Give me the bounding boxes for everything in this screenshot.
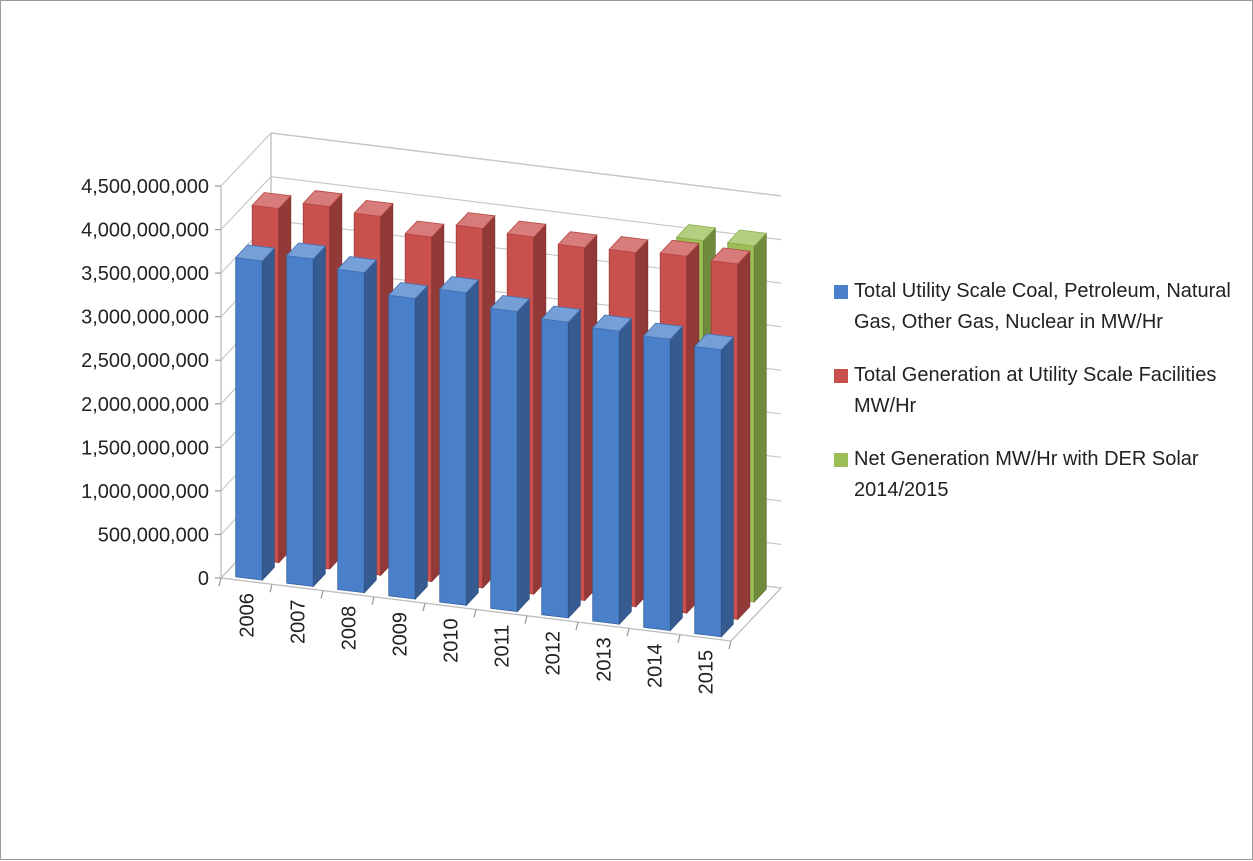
y-tick-label: 500,000,000 [98, 524, 209, 546]
legend-label-series-3: Net Generation MW/Hr with DER Solar 2014… [854, 448, 1199, 501]
legend-swatch-series-3 [834, 453, 848, 467]
bar-series-1-2010 [438, 276, 480, 607]
y-axis-tick-labels: 0 500,000,000 1,000,000,000 1,500,000,000 2,… [81, 176, 209, 590]
bar-series-1-2008 [336, 256, 378, 594]
bar-series-1-2009 [387, 282, 429, 601]
bar-series-1-2014 [642, 322, 684, 632]
x-tick-label: 2015 [695, 650, 717, 695]
y-tick-label: 3,000,000,000 [81, 307, 209, 329]
bar-series-1-2006 [234, 244, 276, 582]
y-tick-label: 4,500,000,000 [81, 176, 209, 198]
x-tick-label: 2014 [645, 644, 667, 689]
legend-swatch-series-2 [834, 369, 848, 383]
bar-series-1-2015 [693, 333, 735, 638]
y-tick-label: 1,500,000,000 [81, 437, 209, 459]
x-tick-label: 2012 [542, 631, 564, 676]
bar-series-1-2007 [285, 242, 327, 588]
bars [234, 190, 768, 638]
x-axis-tick-labels: 2006 2007 2008 2009 2010 2011 2012 2013 2014 2015 [237, 593, 718, 694]
x-tick-label: 2011 [492, 625, 514, 668]
legend-item-series-2: Total Generation at Utility Scale Facili… [834, 360, 1244, 422]
x-tick-label: 2009 [390, 612, 412, 657]
x-tick-label: 2007 [287, 600, 309, 645]
legend-item-series-3: Net Generation MW/Hr with DER Solar 2014… [834, 444, 1244, 506]
legend-label-series-1: Total Utility Scale Coal, Petroleum, Nat… [854, 280, 1231, 333]
y-tick-label: 2,500,000,000 [81, 350, 209, 372]
x-tick-label: 2010 [440, 618, 462, 663]
y-tick-label: 0 [198, 568, 209, 590]
y-tick-label: 2,000,000,000 [81, 394, 209, 416]
x-tick-label: 2008 [338, 606, 360, 651]
y-tick-label: 4,000,000,000 [81, 220, 209, 242]
y-tick-label: 1,000,000,000 [81, 481, 209, 503]
bar-series-1-2013 [591, 314, 633, 626]
x-tick-label: 2006 [237, 593, 259, 638]
legend-swatch-series-1 [834, 285, 848, 299]
legend-item-series-1: Total Utility Scale Coal, Petroleum, Nat… [834, 276, 1244, 338]
legend-label-series-2: Total Generation at Utility Scale Facili… [854, 364, 1217, 417]
bar-series-1-2012 [540, 305, 582, 619]
bar-series-1-2011 [489, 295, 531, 613]
y-tick-label: 3,500,000,000 [81, 263, 209, 285]
x-tick-label: 2013 [593, 637, 615, 682]
legend: Total Utility Scale Coal, Petroleum, Nat… [834, 276, 1244, 528]
